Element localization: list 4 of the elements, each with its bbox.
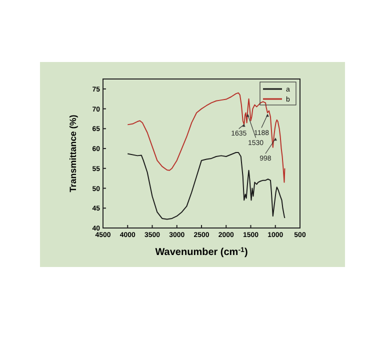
y-axis-title: Transmittance (%) xyxy=(68,114,78,192)
line-series xyxy=(127,92,286,183)
x-axis-title: Wavenumber (cm$^{-1}$) xyxy=(155,246,248,258)
line-series xyxy=(127,152,286,220)
